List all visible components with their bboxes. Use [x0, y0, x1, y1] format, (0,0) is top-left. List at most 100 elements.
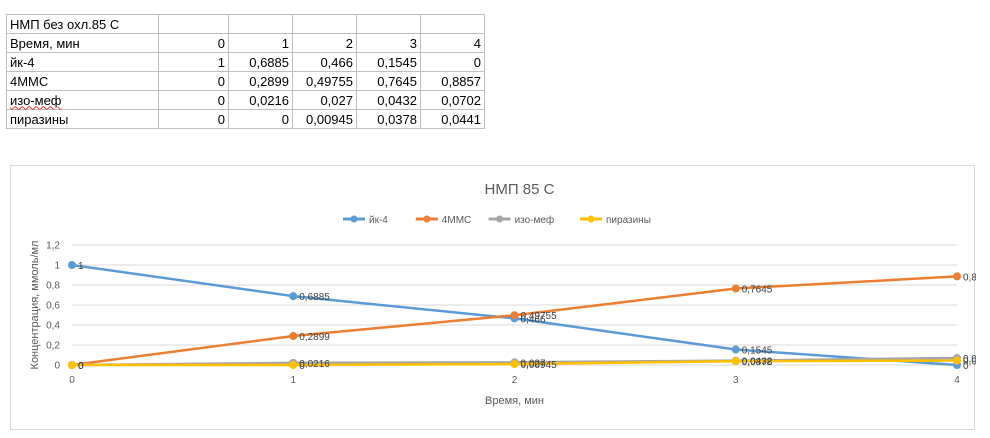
- data-label: 0: [963, 361, 969, 372]
- table-title-cell[interactable]: НМП без охл.85 С: [6, 14, 159, 34]
- data-point[interactable]: [953, 272, 961, 281]
- table-cell[interactable]: 0: [158, 71, 229, 91]
- y-tick-label: 1: [54, 261, 60, 272]
- table-cell[interactable]: 0,1545: [356, 52, 421, 72]
- table-cell[interactable]: 0: [158, 33, 229, 53]
- legend-label: изо-меф: [515, 214, 555, 226]
- table-cell[interactable]: 4: [420, 33, 485, 53]
- table-cell[interactable]: 2: [292, 33, 357, 53]
- y-axis-label: Концентрация, ммоль/мл: [29, 241, 41, 370]
- legend-label: пиразины: [606, 215, 651, 226]
- data-point[interactable]: [68, 361, 76, 369]
- table-cell[interactable]: 0: [158, 109, 229, 129]
- spellcheck-label: изо-меф: [10, 92, 62, 108]
- table-cell[interactable]: 0: [228, 109, 293, 129]
- chart-title: НМП 85 С: [485, 181, 555, 198]
- data-label: 0,466: [521, 314, 546, 325]
- data-point[interactable]: [731, 345, 740, 354]
- y-tick-label: 0: [54, 361, 60, 372]
- x-tick-label: 4: [954, 375, 960, 386]
- data-label: 0,2899: [299, 332, 330, 343]
- data-point[interactable]: [289, 361, 298, 369]
- data-label: 0: [78, 361, 84, 372]
- table-cell[interactable]: 0,0432: [356, 90, 421, 110]
- table-cell[interactable]: 0,0702: [420, 90, 485, 110]
- data-label: 0,0378: [742, 357, 773, 368]
- table-cell[interactable]: 0,027: [292, 90, 357, 110]
- data-point[interactable]: [510, 360, 519, 369]
- data-label: 0: [78, 361, 84, 372]
- table-cell[interactable]: 0,7645: [356, 71, 421, 91]
- x-axis-label: Время, мин: [485, 395, 544, 407]
- data-label: 1: [78, 261, 84, 272]
- table-row: пиразины 0 0 0,00945 0,0378 0,0441: [6, 109, 485, 129]
- y-tick-label: 0,8: [46, 281, 60, 292]
- x-tick-label: 2: [512, 375, 518, 386]
- data-label: 0,0432: [742, 357, 773, 368]
- table-row: Время, мин 0 1 2 3 4: [6, 33, 485, 53]
- table-cell[interactable]: 0,0216: [228, 90, 293, 110]
- data-label: 0,0702: [963, 354, 976, 365]
- table-cell[interactable]: [356, 14, 421, 34]
- data-label: 0,6885: [299, 292, 330, 303]
- y-tick-label: 1,2: [46, 241, 60, 252]
- table-cell[interactable]: 1: [228, 33, 293, 53]
- table-cell[interactable]: [228, 14, 293, 34]
- legend-label: 4ММС: [442, 215, 471, 226]
- y-tick-label: 0,6: [46, 301, 60, 312]
- table-cell[interactable]: [158, 14, 229, 34]
- table-cell[interactable]: 0,8857: [420, 71, 485, 91]
- y-tick-label: 0,2: [46, 341, 60, 352]
- table-row: йк-4 1 0,6885 0,466 0,1545 0: [6, 52, 485, 72]
- data-point[interactable]: [68, 261, 76, 269]
- data-label: 0,0441: [963, 357, 976, 368]
- table-cell[interactable]: 1: [158, 52, 229, 72]
- data-label: 0,49755: [521, 311, 558, 322]
- table-cell[interactable]: 0,49755: [292, 71, 357, 91]
- data-label: 0,7645: [742, 285, 773, 296]
- data-label: 0,027: [521, 358, 546, 369]
- table-row-label[interactable]: Время, мин: [6, 33, 159, 53]
- table-row: изо-меф 0 0,0216 0,027 0,0432 0,0702: [6, 90, 485, 110]
- table-cell[interactable]: 0,0441: [420, 109, 485, 129]
- table-cell[interactable]: 3: [356, 33, 421, 53]
- legend-marker: [423, 215, 431, 223]
- data-label: 0,1545: [742, 346, 773, 357]
- data-point[interactable]: [510, 311, 519, 320]
- data-point[interactable]: [289, 292, 298, 301]
- legend-marker: [350, 215, 358, 223]
- table-cell[interactable]: 0,466: [292, 52, 357, 72]
- chart-frame[interactable]: НМП 85 С йк-4 4ММС изо-меф пиразины 0 0,2 0,4 0,…: [10, 165, 976, 430]
- data-table: НМП без охл.85 С Время, мин 0 1 2 3 4 йк…: [6, 14, 485, 129]
- line-chart: НМП 85 С йк-4 4ММС изо-меф пиразины 0 0,2 0,4 0,…: [29, 181, 976, 407]
- data-label: 0,8857: [963, 272, 976, 283]
- table-cell[interactable]: 0: [158, 90, 229, 110]
- data-label: 0: [78, 361, 84, 372]
- table-cell[interactable]: [420, 14, 485, 34]
- table-cell[interactable]: 0,6885: [228, 52, 293, 72]
- data-point[interactable]: [953, 356, 961, 365]
- data-label: 0,00945: [521, 360, 558, 371]
- data-label: 0: [299, 361, 305, 372]
- table-row-label[interactable]: изо-меф: [6, 90, 159, 110]
- data-label: 0,0216: [299, 359, 330, 370]
- x-tick-label: 0: [69, 375, 75, 386]
- data-point[interactable]: [731, 284, 740, 293]
- table-cell[interactable]: 0,2899: [228, 71, 293, 91]
- y-tick-label: 0,4: [46, 321, 60, 332]
- table-cell[interactable]: 0: [420, 52, 485, 72]
- data-point[interactable]: [731, 357, 740, 366]
- legend-label: йк-4: [369, 215, 388, 226]
- table-cell[interactable]: [292, 14, 357, 34]
- x-tick-label: 3: [733, 375, 739, 386]
- table-cell[interactable]: 0,00945: [292, 109, 357, 129]
- legend-marker: [496, 215, 504, 223]
- table-row: 4ММС 0 0,2899 0,49755 0,7645 0,8857: [6, 71, 485, 91]
- table-row-label[interactable]: 4ММС: [6, 71, 159, 91]
- table-cell[interactable]: 0,0378: [356, 109, 421, 129]
- table-row-label[interactable]: пиразины: [6, 109, 159, 129]
- x-tick-label: 1: [290, 375, 296, 386]
- table-row-label[interactable]: йк-4: [6, 52, 159, 72]
- table-row: НМП без охл.85 С: [6, 14, 485, 34]
- data-point[interactable]: [289, 332, 298, 341]
